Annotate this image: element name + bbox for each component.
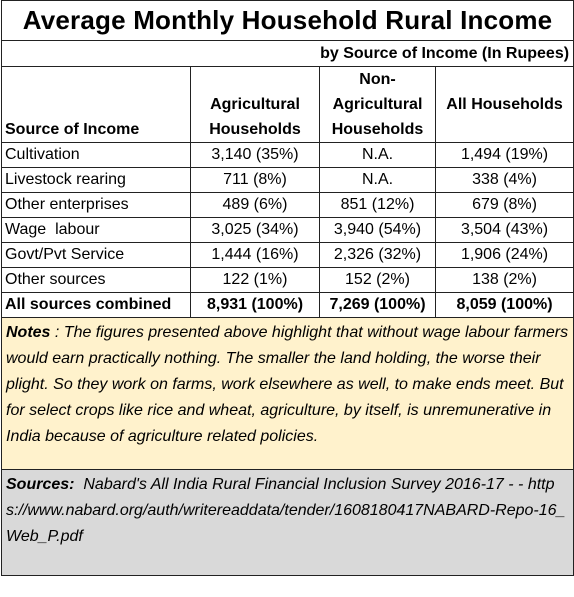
row-all-value: 338 (4%) <box>434 167 574 193</box>
header-non-agricultural: Non- Agricultural Households <box>319 66 436 143</box>
header-nonagri-line-3: Households <box>331 121 424 138</box>
sources-box: Sources: Nabard's All India Rural Financ… <box>0 469 574 576</box>
row-all-value: 1,494 (19%) <box>434 142 574 168</box>
header-agricultural: Agricultural Households <box>190 66 320 143</box>
row-agri-value: 3,140 (35%) <box>190 142 320 168</box>
header-agri-line-2: Households <box>209 121 301 138</box>
row-source: Livestock rearing <box>1 167 191 193</box>
table-row: Other sources 122 (1%) 152 (2%) 138 (2%) <box>1 267 574 293</box>
sources-label: Sources: <box>6 476 75 493</box>
row-source: Cultivation <box>1 142 191 168</box>
total-all-value: 8,059 (100%) <box>434 292 574 318</box>
row-all-value: 3,504 (43%) <box>434 217 574 243</box>
row-nonagri-value: 3,940 (54%) <box>319 217 436 243</box>
row-nonagri-value: N.A. <box>319 142 436 168</box>
row-agri-value: 711 (8%) <box>190 167 320 193</box>
header-nonagri-line-2: Agricultural <box>332 96 423 113</box>
table-row: Other enterprises 489 (6%) 851 (12%) 679… <box>1 192 574 218</box>
header-all-households: All Households <box>434 66 574 143</box>
row-source: Wage labour <box>1 217 191 243</box>
sources-url: https://www.nabard.org/auth/writereaddat… <box>6 476 566 545</box>
row-all-value: 679 (8%) <box>434 192 574 218</box>
row-source: Govt/Pvt Service <box>1 242 191 268</box>
header-nonagri-line-1: Non- <box>359 71 396 88</box>
income-table: Average Monthly Household Rural Income b… <box>0 0 574 576</box>
table-row: Govt/Pvt Service 1,444 (16%) 2,326 (32%)… <box>1 242 574 268</box>
row-source: Other sources <box>1 267 191 293</box>
header-source: Source of Income <box>1 66 191 143</box>
table-title: Average Monthly Household Rural Income <box>0 0 574 41</box>
row-agri-value: 122 (1%) <box>190 267 320 293</box>
notes-text: : The figures presented above highlight … <box>6 324 569 445</box>
total-agri-value: 8,931 (100%) <box>190 292 320 318</box>
notes-box: Notes : The figures presented above high… <box>0 317 574 470</box>
total-source: All sources combined <box>1 292 191 318</box>
table-row: Livestock rearing 711 (8%) N.A. 338 (4%) <box>1 167 574 193</box>
row-all-value: 138 (2%) <box>434 267 574 293</box>
row-agri-value: 1,444 (16%) <box>190 242 320 268</box>
sources-text: Nabard's All India Rural Financial Inclu… <box>74 476 524 493</box>
table-subtitle: by Source of Income (In Rupees) <box>0 40 574 67</box>
table-row: Wage labour 3,025 (34%) 3,940 (54%) 3,50… <box>1 217 574 243</box>
row-nonagri-value: 851 (12%) <box>319 192 436 218</box>
row-nonagri-value: 2,326 (32%) <box>319 242 436 268</box>
row-agri-value: 489 (6%) <box>190 192 320 218</box>
row-agri-value: 3,025 (34%) <box>190 217 320 243</box>
total-row: All sources combined 8,931 (100%) 7,269 … <box>1 292 574 318</box>
notes-label: Notes <box>6 324 51 341</box>
header-row: Source of Income Agricultural Households… <box>1 66 574 143</box>
header-agri-line-1: Agricultural <box>210 96 300 113</box>
table-row: Cultivation 3,140 (35%) N.A. 1,494 (19%) <box>1 142 574 168</box>
row-source: Other enterprises <box>1 192 191 218</box>
row-nonagri-value: N.A. <box>319 167 436 193</box>
header-all-line: All Households <box>446 96 563 113</box>
row-all-value: 1,906 (24%) <box>434 242 574 268</box>
total-nonagri-value: 7,269 (100%) <box>319 292 436 318</box>
row-nonagri-value: 152 (2%) <box>319 267 436 293</box>
